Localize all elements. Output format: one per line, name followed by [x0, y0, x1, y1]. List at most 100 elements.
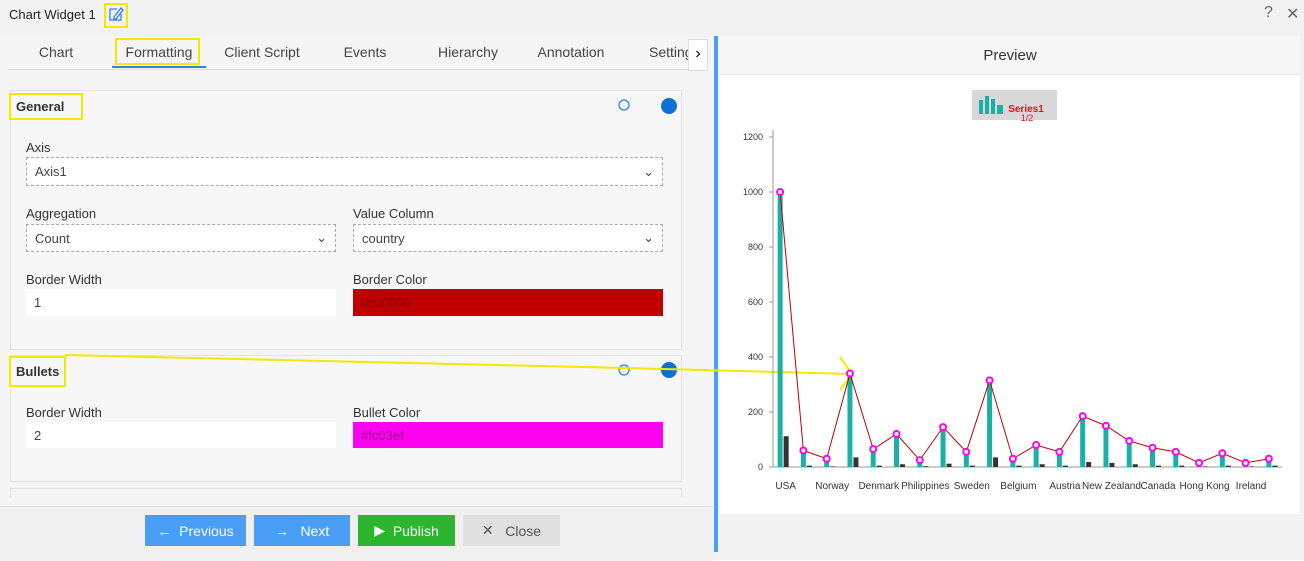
bar	[1010, 458, 1016, 467]
close-icon[interactable]: ✕	[1286, 6, 1300, 23]
bullet	[1055, 447, 1064, 456]
legend-page[interactable]: 1/2	[1021, 113, 1034, 123]
bullet	[1171, 447, 1180, 456]
button[interactable]: → Next	[254, 515, 350, 546]
bar	[783, 436, 789, 467]
section-next	[10, 488, 682, 497]
bullet	[1078, 412, 1087, 421]
bar	[894, 434, 899, 467]
preview-header	[720, 36, 1300, 75]
button[interactable]: ✕ Close	[463, 515, 560, 546]
y-tick-label: 1000	[743, 187, 763, 197]
y-tick-label: 1200	[743, 132, 763, 142]
bar	[806, 465, 812, 467]
icons	[109, 7, 630, 376]
bar	[1056, 451, 1062, 467]
bar	[1173, 451, 1179, 467]
bar	[853, 457, 859, 467]
button-label: Previous	[179, 522, 234, 539]
bullet	[1032, 441, 1041, 449]
y-tick-label: 600	[748, 297, 763, 307]
field-value: #fc03ef	[361, 427, 404, 443]
tab-underline	[112, 66, 206, 68]
legend-icon	[985, 96, 989, 114]
bullet	[845, 369, 854, 378]
bar	[847, 373, 853, 467]
annotation-highlights	[9, 3, 854, 391]
button[interactable]: ▶ Publish	[358, 515, 455, 546]
x-tick-label: Ireland	[1236, 481, 1267, 492]
bar	[1219, 453, 1225, 467]
select[interactable]: Count ⌄	[26, 224, 336, 252]
bar	[1062, 465, 1068, 467]
preview-title: Preview	[983, 47, 1037, 64]
tab[interactable]: Formatting	[125, 44, 193, 60]
field-value: Axis1	[35, 164, 67, 179]
y-tick-label: 0	[758, 462, 763, 472]
bullet	[869, 445, 878, 454]
x-tick-label: Canada	[1140, 481, 1175, 492]
bullet	[1148, 443, 1157, 452]
legend-icon	[979, 100, 983, 114]
color-input[interactable]: #fc03ef	[353, 422, 663, 448]
x-tick-label: Belgium	[1000, 481, 1036, 492]
text-input[interactable]: 2	[26, 422, 336, 448]
x-tick-label: Hong Kong	[1180, 481, 1230, 492]
help-icon[interactable]: ?	[1264, 4, 1273, 21]
bullet	[1008, 454, 1017, 463]
x-tick-label: Austria	[1049, 481, 1081, 492]
bullet	[1218, 449, 1227, 458]
bullet	[1101, 421, 1110, 430]
button-label: Next	[300, 522, 330, 539]
y-tick-label: 200	[748, 407, 763, 417]
tab-scroll[interactable]: ›	[688, 39, 708, 71]
bar	[940, 427, 946, 467]
bullet	[799, 446, 808, 455]
field-label: Aggregation	[26, 206, 97, 221]
bullet	[962, 447, 971, 456]
text-input[interactable]: 1	[26, 289, 336, 316]
bullet	[822, 454, 831, 463]
button-label: Publish	[392, 522, 439, 539]
button-label: Close	[505, 522, 542, 539]
collapse-icon[interactable]	[661, 98, 677, 114]
field-value: Count	[35, 230, 70, 246]
field-label: Bullet Color	[353, 405, 421, 420]
field-label: Border Width	[26, 272, 102, 287]
bar	[923, 466, 929, 467]
field-value: 2	[34, 427, 42, 443]
field-value: 1	[34, 295, 42, 310]
tab[interactable]: Events	[343, 44, 387, 60]
tab[interactable]: Hierarchy	[438, 44, 498, 60]
line	[779, 191, 1269, 464]
bullet	[985, 376, 994, 385]
chevron: ⌄	[643, 163, 654, 179]
x-tick-label: Sweden	[954, 481, 990, 492]
bar	[1249, 466, 1255, 467]
bar	[1225, 465, 1231, 467]
legend-label[interactable]: Series1	[1008, 104, 1044, 115]
bullet	[1241, 458, 1250, 467]
bar	[1103, 425, 1109, 467]
tab[interactable]: Setting	[649, 44, 691, 60]
tab[interactable]: Chart	[38, 44, 74, 60]
button[interactable]: ← Previous	[145, 515, 246, 546]
field-label: Value Column	[353, 206, 434, 221]
tab[interactable]: Client Script	[224, 44, 300, 60]
select[interactable]: country ⌄	[353, 224, 663, 252]
tab[interactable]: Annotation	[537, 44, 605, 60]
section-title: Bullets	[16, 364, 60, 379]
color-input[interactable]: #c00000	[353, 289, 663, 316]
bar	[1016, 465, 1022, 467]
select[interactable]: Axis1 ⌄	[26, 157, 663, 186]
tab-rule	[8, 69, 698, 70]
bar	[777, 192, 783, 467]
bar	[969, 465, 975, 467]
bar	[1179, 465, 1185, 467]
footer	[0, 506, 713, 561]
bar	[1266, 458, 1272, 467]
y-tick-label: 400	[748, 352, 763, 362]
bullet	[1195, 458, 1204, 467]
bar	[987, 380, 993, 467]
bar	[1039, 464, 1045, 467]
